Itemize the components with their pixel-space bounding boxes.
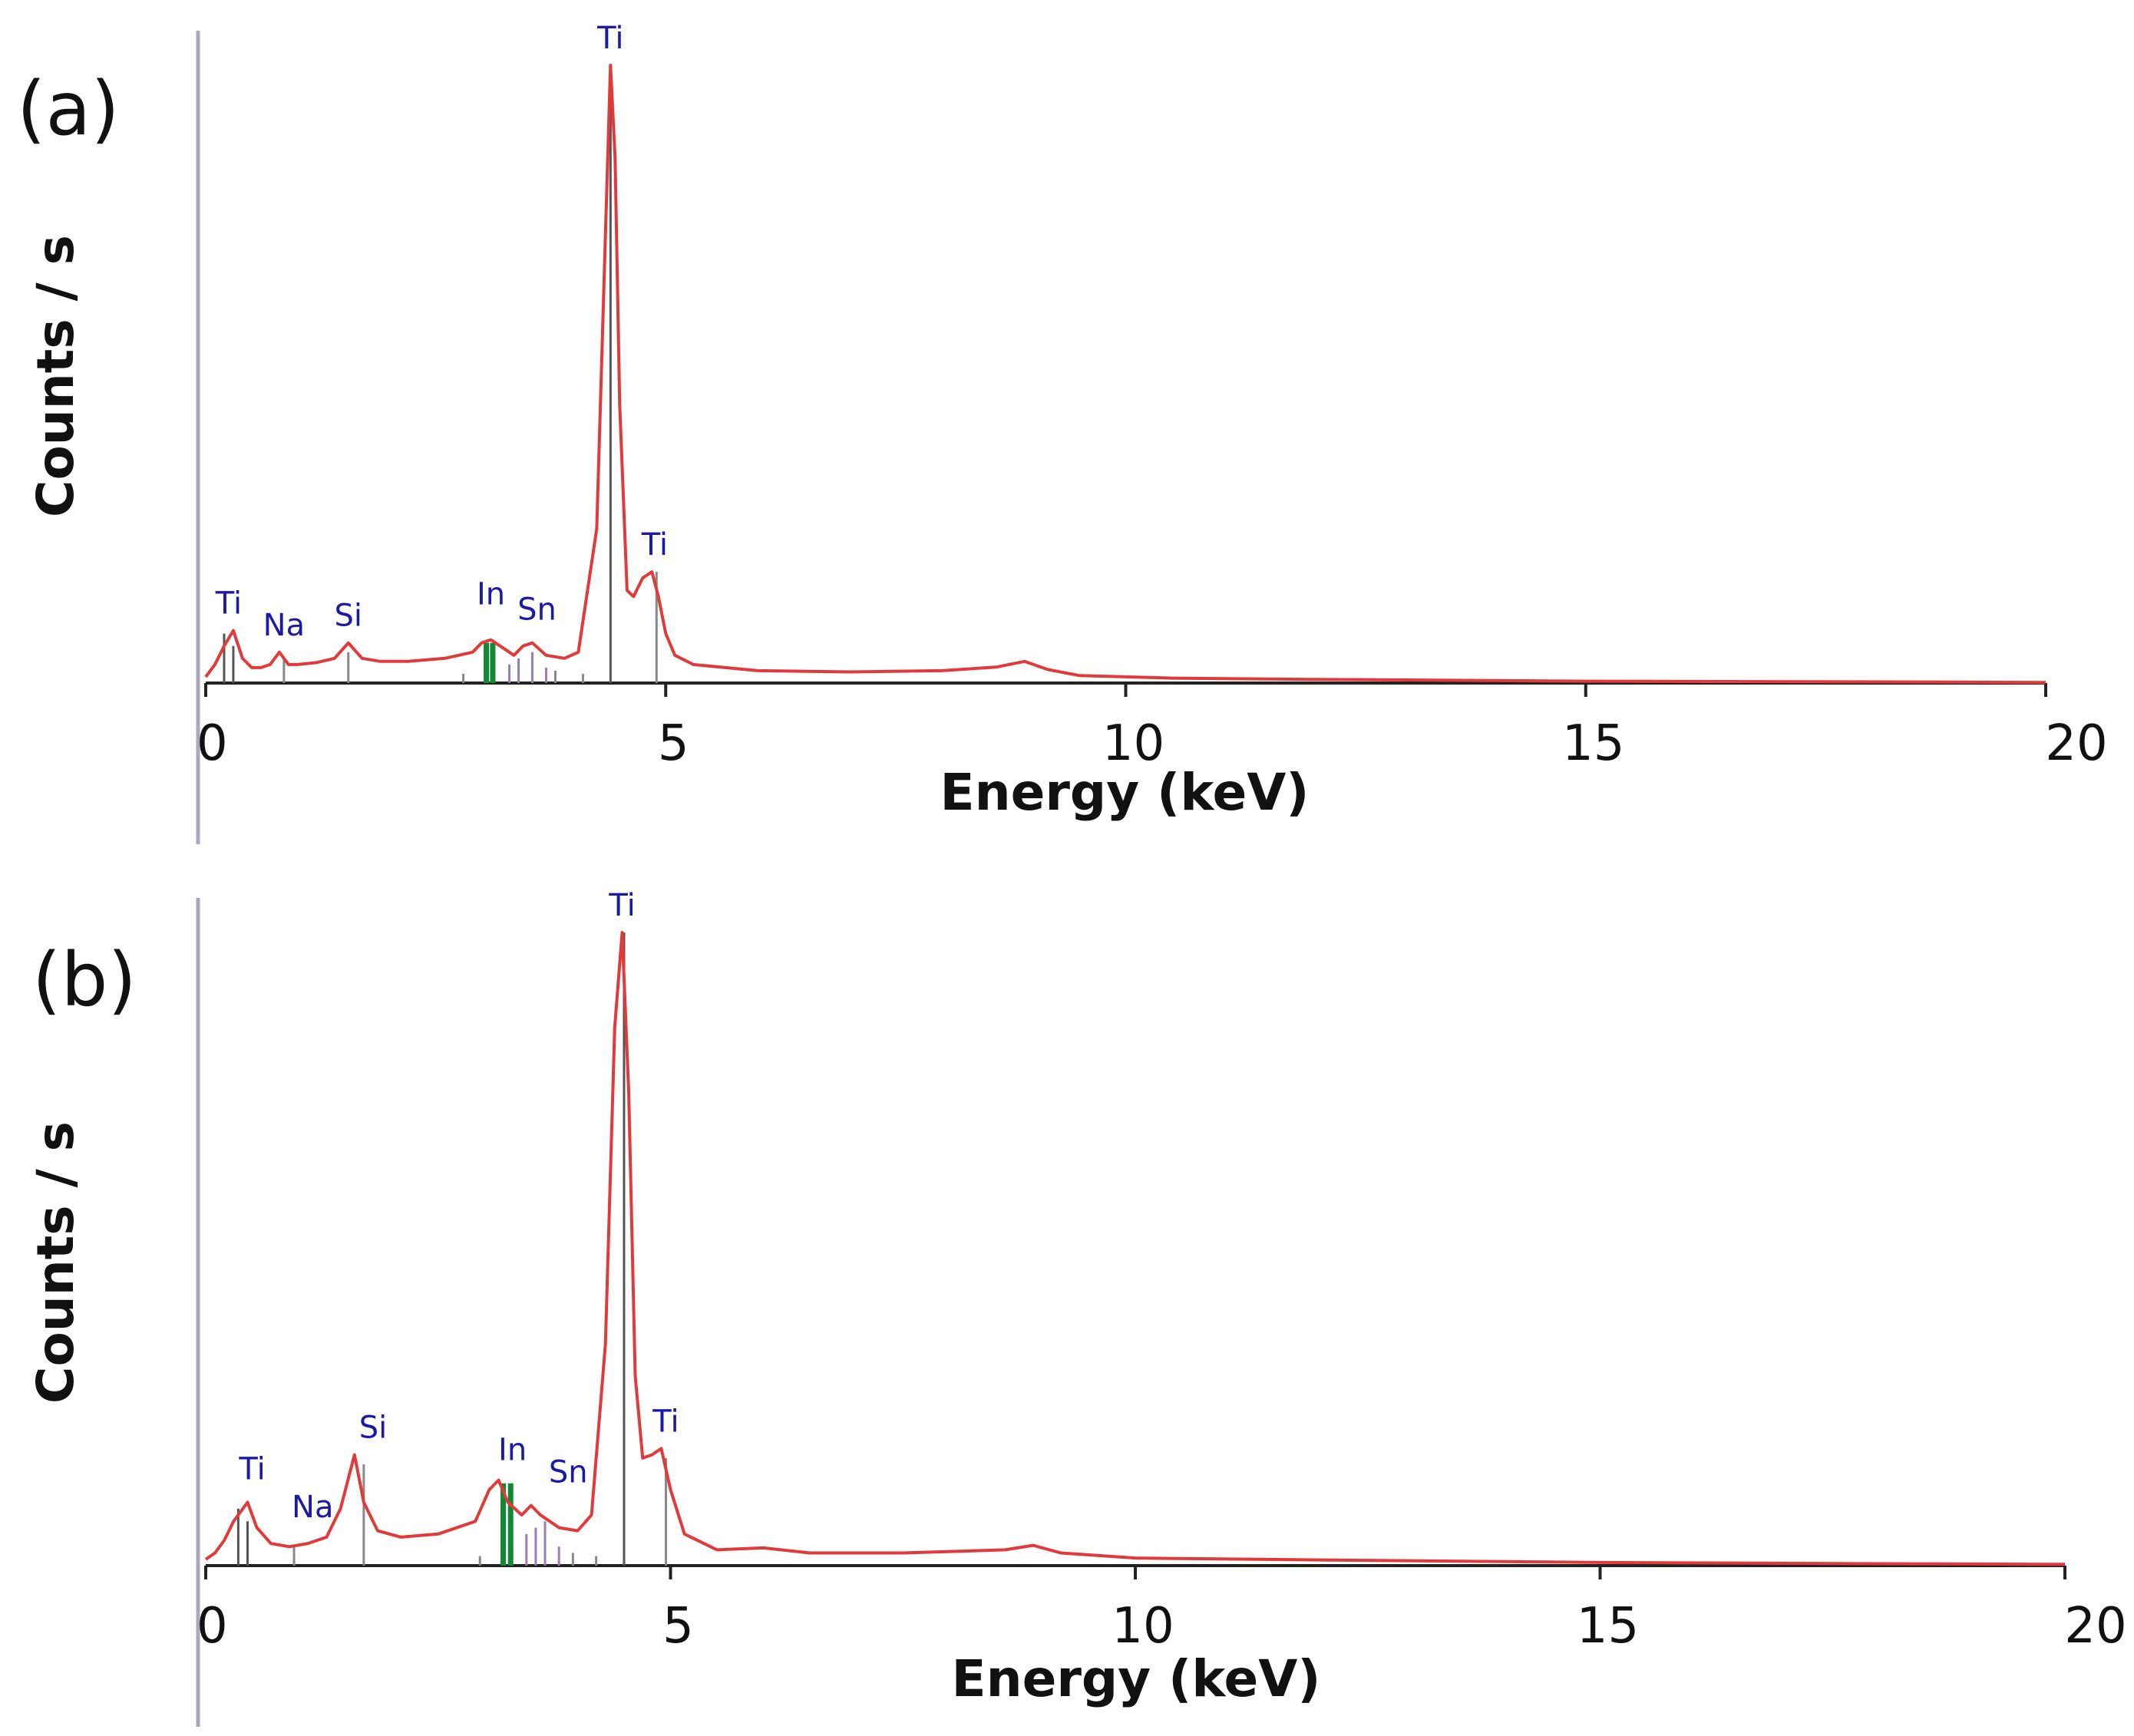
peak-label-na: Na [263, 608, 305, 643]
peak-label-ti: Ti [596, 21, 623, 56]
x-tick-label: 10 [1102, 715, 1164, 772]
x-axis-label: Energy (keV) [952, 1649, 1321, 1708]
x-tick-label: 0 [197, 1598, 228, 1655]
x-tick-label: 15 [1562, 715, 1624, 772]
spectrum-line [204, 64, 2046, 685]
x-tick-label: 5 [662, 1598, 694, 1655]
y-axis-label: Counts / s [26, 235, 85, 517]
chart-panel-a: (a) Counts / s 0 5 10 15 20 Energy (keV) Ti Na Si I… [17, 21, 2108, 844]
panel-label: (a) [17, 66, 120, 152]
peak-label-si: Si [335, 599, 363, 634]
peak-label-ti: Ti [215, 586, 242, 622]
peak-label-in: In [477, 577, 505, 612]
peak-label-in: In [498, 1433, 527, 1468]
peak-label-sn: Sn [517, 592, 557, 628]
y-axis-label: Counts / s [26, 1121, 85, 1404]
peak-label-ti: Ti [641, 527, 668, 563]
peak-label-ti: Ti [608, 888, 635, 923]
spectrum-line [204, 931, 2066, 1566]
x-axis-label: Energy (keV) [940, 763, 1310, 822]
x-tick-label: 20 [2045, 715, 2107, 772]
x-tick-label: 0 [197, 715, 228, 772]
peak-label-ti: Ti [238, 1451, 265, 1487]
peak-label-sn: Sn [549, 1454, 588, 1490]
x-tick-label: 5 [658, 715, 689, 772]
x-tick-label: 10 [1112, 1598, 1174, 1655]
x-tick-label: 15 [1577, 1598, 1639, 1655]
x-tick-label: 20 [2064, 1598, 2126, 1655]
peak-label-ti: Ti [652, 1404, 679, 1439]
peak-label-si: Si [359, 1411, 388, 1446]
chart-panel-b: (b) Counts / s 0 5 10 15 20 Energy (keV) Ti Na Si I… [26, 888, 2127, 1727]
panel-label: (b) [32, 937, 137, 1023]
peak-label-na: Na [292, 1490, 333, 1525]
